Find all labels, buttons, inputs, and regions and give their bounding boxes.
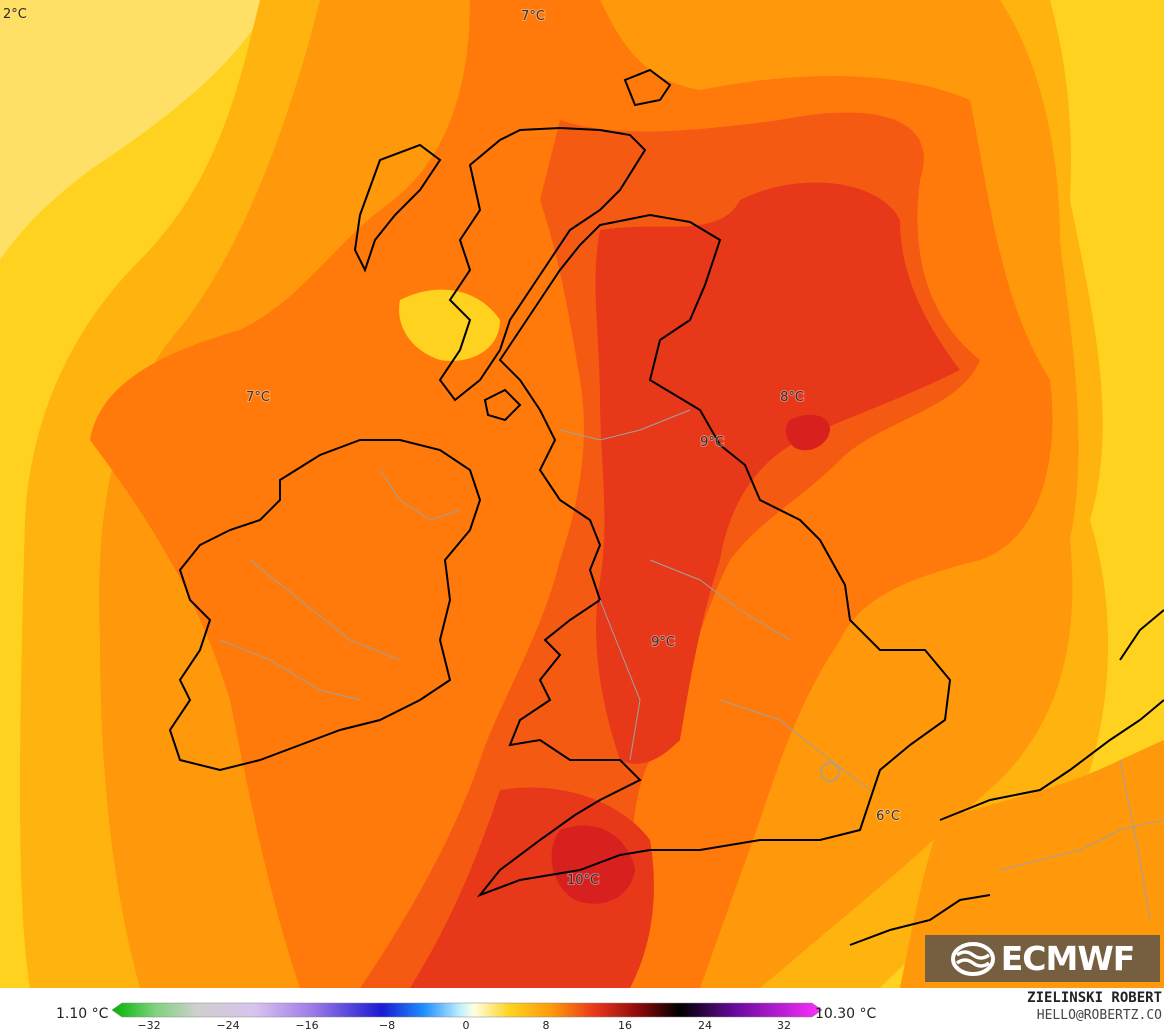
corner-temp-label: 2°C xyxy=(3,7,27,22)
border-ireland-inner xyxy=(249,559,401,661)
coastline-france xyxy=(849,894,991,946)
author-name: ZIELINSKI ROBERT xyxy=(1027,990,1162,1006)
zone-warm-scotland-west xyxy=(399,289,500,361)
legend-colorbar xyxy=(112,1002,822,1018)
coastlines xyxy=(168,68,1164,946)
coastline-great-britain xyxy=(476,213,952,898)
zone-red xyxy=(595,182,960,764)
author-credit: ZIELINSKI ROBERT HELLO@ROBERTZ.CO xyxy=(1027,990,1162,1023)
temp-label-midlands: 9°C xyxy=(651,635,675,650)
temp-label-yorkshire: 9°C xyxy=(700,435,724,450)
legend-tick-4: 0 xyxy=(462,1019,470,1032)
temp-label-atlantic: 7°C xyxy=(246,390,270,405)
legend-min-label: 1.10 °C xyxy=(56,1006,109,1022)
coastline-west-highlands xyxy=(438,126,647,402)
coastline-mull xyxy=(483,388,522,422)
legend-tick-2: −16 xyxy=(295,1019,319,1032)
zone-light-northwest xyxy=(0,0,270,260)
border-southeast xyxy=(719,699,871,791)
map-canvas: 7°C 7°C 8°C 9°C 9°C 6°C 10°C xyxy=(0,0,1164,988)
legend-tick-8: 32 xyxy=(777,1019,791,1032)
temp-label-north: 7°C xyxy=(521,9,545,24)
zone-hot-east xyxy=(785,414,830,451)
border-ireland-west xyxy=(219,639,361,701)
border-wales-england xyxy=(599,599,641,761)
ecmwf-logo-icon xyxy=(950,941,995,976)
london-marker xyxy=(820,762,840,782)
border-midlands xyxy=(649,559,791,641)
temp-label-kent: 6°C xyxy=(876,809,900,824)
region-borders xyxy=(219,409,1164,921)
legend-tick-0: −32 xyxy=(137,1019,161,1032)
legend-tick-6: 16 xyxy=(618,1019,632,1032)
temp-label-north-sea: 8°C xyxy=(780,390,804,405)
temperature-map: 7°C 7°C 8°C 9°C 9°C 6°C 10°C 2°C ECMWF xyxy=(0,0,1164,988)
legend-tick-5: 8 xyxy=(542,1019,550,1032)
coastline-orkney xyxy=(623,68,672,107)
ecmwf-logo: ECMWF xyxy=(925,935,1160,982)
coastline-ireland xyxy=(168,439,482,772)
border-france-belgium xyxy=(999,819,1164,871)
ecmwf-logo-text: ECMWF xyxy=(1000,939,1136,978)
border-netherlands-germany xyxy=(1119,759,1151,921)
zone-continent xyxy=(900,740,1164,988)
border-scotland-england xyxy=(559,409,691,441)
color-legend: 1.10 °C −32 −24 xyxy=(0,988,1164,1035)
author-email: HELLO@ROBERTZ.CO xyxy=(1036,1008,1162,1023)
legend-tick-7: 24 xyxy=(698,1019,712,1032)
coastline-netherlands xyxy=(1119,609,1164,661)
border-northern-ireland xyxy=(379,469,461,521)
legend-max-label: 10.30 °C xyxy=(815,1006,877,1022)
legend-tick-3: −8 xyxy=(378,1019,396,1032)
coastline-continent xyxy=(939,699,1164,821)
legend-tick-1: −24 xyxy=(216,1019,240,1032)
coastline-hebrides xyxy=(353,143,442,273)
temp-label-devon: 10°C xyxy=(567,873,599,888)
